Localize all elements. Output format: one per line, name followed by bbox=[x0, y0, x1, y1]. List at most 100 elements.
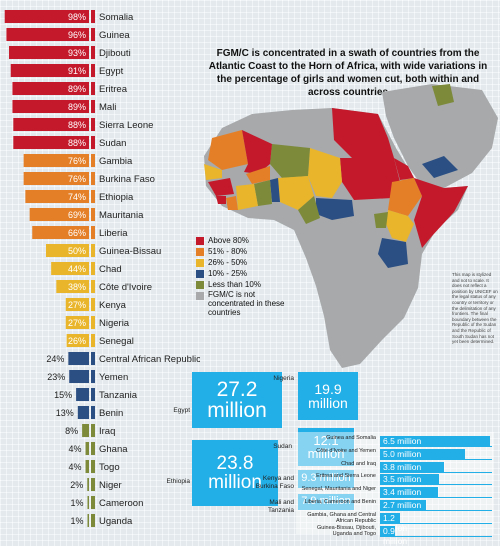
region-liberia bbox=[226, 196, 238, 210]
region-kenya bbox=[386, 210, 414, 242]
small-figure-label: Guinea and Somalia bbox=[326, 435, 376, 441]
bar-value-label: 4% bbox=[69, 462, 82, 472]
legend-label: 51% - 80% bbox=[208, 247, 248, 256]
region-egypt bbox=[332, 108, 394, 158]
legend-swatch bbox=[196, 280, 204, 289]
small-figure-underline bbox=[380, 510, 492, 511]
legend-item: FGM/C is not concentrated in these count… bbox=[196, 290, 298, 317]
region-yemen bbox=[422, 156, 458, 178]
bar-somalia bbox=[4, 10, 89, 23]
bignum-sudan: 12.1 million bbox=[298, 428, 354, 466]
bar-cap bbox=[91, 496, 95, 509]
small-figure-underline bbox=[380, 458, 492, 460]
country-label: Benin bbox=[99, 408, 123, 419]
middle-east-landmass bbox=[382, 84, 498, 188]
bar-burkina-faso bbox=[23, 172, 89, 185]
small-figure-label: Liberia, Cameroon and Benin bbox=[304, 499, 376, 505]
bar-cameroon bbox=[87, 496, 89, 509]
country-label: Togo bbox=[99, 462, 120, 473]
small-figure-bar: 2.7 million bbox=[380, 500, 426, 510]
bar-tanzania bbox=[76, 388, 89, 401]
bar-value-label: 93% bbox=[68, 48, 86, 58]
bar-cap bbox=[91, 478, 95, 491]
country-label: Iraq bbox=[99, 426, 115, 437]
bar-value-label: 1% bbox=[70, 498, 83, 508]
bar-value-label: 91% bbox=[68, 66, 86, 76]
legend-item: 51% - 80% bbox=[196, 246, 298, 257]
bar-djibouti bbox=[9, 46, 90, 59]
bar-mali bbox=[12, 100, 90, 113]
legend-label: Above 80% bbox=[208, 236, 249, 245]
country-label: Sudan bbox=[99, 138, 126, 149]
country-label: Sierra Leone bbox=[99, 120, 153, 131]
small-figure-bar: 3.5 million bbox=[380, 474, 440, 485]
bar-value-label: 1% bbox=[70, 516, 83, 526]
bar-value-label: 38% bbox=[68, 282, 86, 292]
bar-cap bbox=[91, 262, 95, 275]
country-label: Egypt bbox=[99, 66, 124, 77]
bignum-label-mali-tz: Mali and Tanzania bbox=[267, 499, 294, 514]
bar-cap bbox=[91, 280, 95, 293]
region-burkina bbox=[246, 166, 270, 184]
bar-value-label: 69% bbox=[68, 210, 86, 220]
bar-value-label: 88% bbox=[68, 120, 86, 130]
small-figure-bar: 5.0 million bbox=[380, 448, 465, 459]
bar-cap bbox=[91, 28, 95, 41]
bar-chad bbox=[51, 262, 89, 275]
region-car bbox=[316, 198, 354, 220]
region-niger bbox=[270, 144, 310, 178]
legend-swatch bbox=[196, 247, 204, 256]
africa-map bbox=[204, 84, 498, 368]
bar-cap bbox=[91, 226, 95, 239]
bar-value-label: 27% bbox=[68, 300, 86, 310]
bar-ghana bbox=[85, 442, 89, 455]
bar-cap bbox=[91, 118, 95, 131]
legend-label: 10% - 25% bbox=[208, 269, 248, 278]
country-label: Tanzania bbox=[99, 390, 138, 401]
bar-cap bbox=[91, 424, 95, 437]
bar-ethiopia bbox=[25, 190, 89, 203]
region-sierra-leone bbox=[216, 196, 226, 204]
bar-cap bbox=[91, 388, 95, 401]
bar-value-label: 76% bbox=[68, 156, 86, 166]
small-figure-row: Guinea-Bissau, Djibouti, Uganda and Togo… bbox=[317, 522, 492, 546]
legend-item: 26% - 50% bbox=[196, 257, 298, 268]
headline: FGM/C is concentrated in a swath of coun… bbox=[208, 48, 488, 98]
legend-swatch bbox=[196, 258, 204, 267]
bar-cap bbox=[91, 190, 95, 203]
region-nigeria bbox=[278, 176, 314, 210]
bignum-label-sudan: Sudan bbox=[273, 443, 292, 450]
bar-cap bbox=[91, 316, 95, 329]
country-label: Chad bbox=[99, 264, 122, 275]
map-disclaimer: This map is stylized and not to scale. I… bbox=[452, 272, 498, 345]
bar-cap bbox=[91, 10, 95, 23]
bar-egypt bbox=[10, 64, 90, 77]
bar-mauritania bbox=[29, 208, 89, 221]
bignum-label-nigeria: Nigeria bbox=[273, 375, 294, 382]
bar-gambia bbox=[23, 154, 89, 167]
country-label: Nigeria bbox=[99, 318, 130, 329]
small-figure-bar: 3.4 million bbox=[380, 487, 438, 498]
bar-value-label: 66% bbox=[68, 228, 86, 238]
region-sudan bbox=[340, 158, 400, 200]
bar-senegal bbox=[66, 334, 89, 347]
bar-value-label: 13% bbox=[56, 408, 74, 418]
small-figure-underline bbox=[380, 484, 492, 486]
country-label: Djibouti bbox=[99, 48, 131, 59]
bar-yemen bbox=[69, 370, 89, 383]
bar-c-te-d-ivoire bbox=[56, 280, 89, 293]
bar-cap bbox=[91, 208, 95, 221]
region-mauritania bbox=[208, 130, 248, 170]
small-figure-underline bbox=[380, 471, 492, 473]
country-label: Somalia bbox=[99, 12, 134, 23]
bar-value-label: 74% bbox=[68, 192, 86, 202]
region-ethiopia bbox=[388, 178, 422, 216]
bar-cap bbox=[91, 370, 95, 383]
bignum-nigeria: 19.9 million bbox=[298, 372, 358, 420]
bar-value-label: 24% bbox=[46, 354, 64, 364]
bar-guinea-bissau bbox=[46, 244, 89, 257]
small-figure-underline bbox=[380, 446, 492, 447]
bar-cap bbox=[91, 244, 95, 257]
small-figure-label: Eritrea and Sierra Leone bbox=[316, 473, 376, 480]
bignum-value: 12.1 million bbox=[307, 432, 345, 461]
